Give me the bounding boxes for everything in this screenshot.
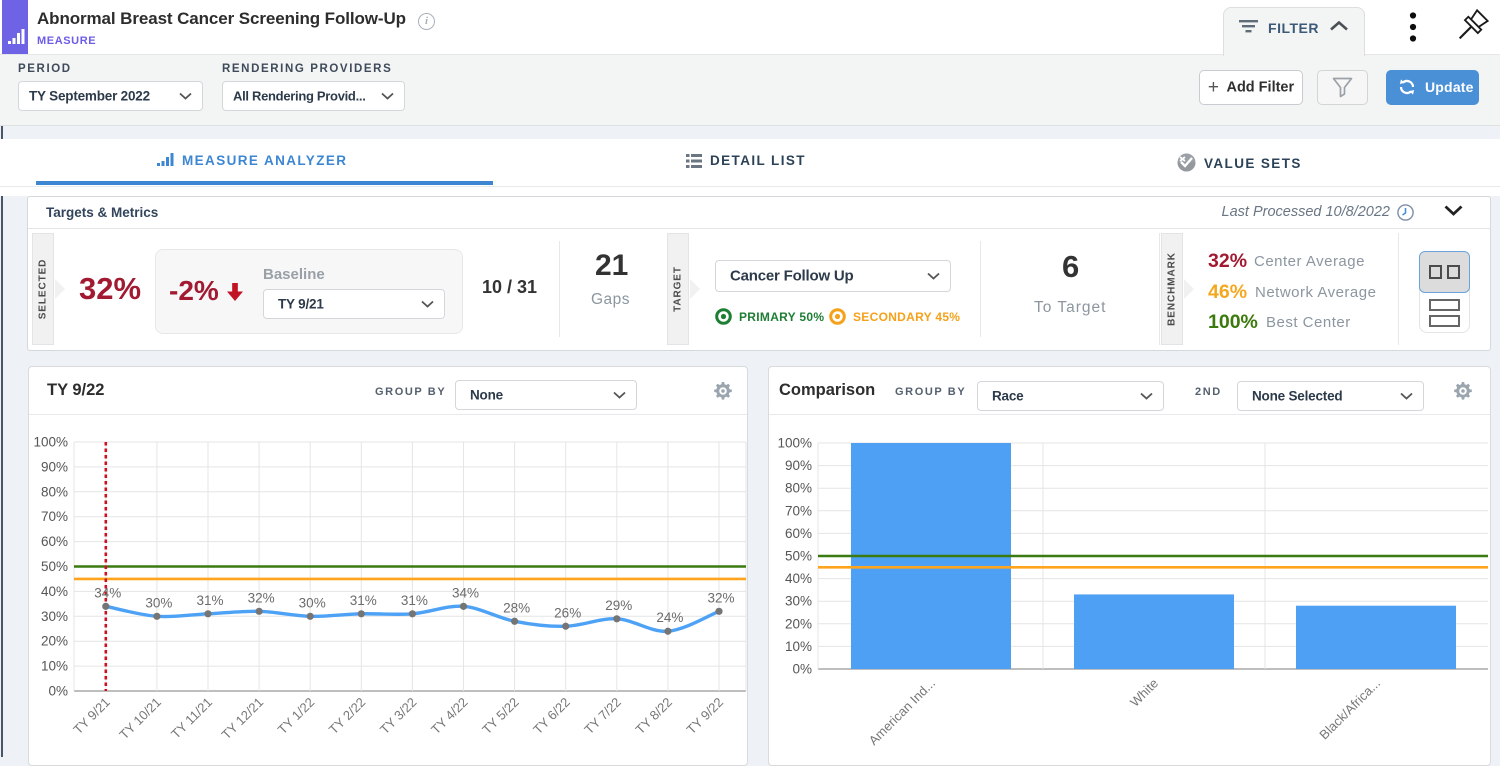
svg-text:31%: 31% [350, 593, 377, 608]
svg-text:Black/Africa...: Black/Africa... [1316, 676, 1383, 743]
svg-text:TY 2/22: TY 2/22 [326, 695, 369, 738]
svg-text:100%: 100% [33, 435, 68, 450]
svg-text:34%: 34% [452, 585, 479, 600]
svg-text:American Ind...: American Ind... [866, 676, 938, 748]
svg-text:TY 11/21: TY 11/21 [168, 695, 215, 742]
svg-text:70%: 70% [41, 509, 68, 524]
svg-text:30%: 30% [299, 595, 326, 610]
svg-text:70%: 70% [785, 503, 812, 518]
svg-text:90%: 90% [785, 458, 812, 473]
svg-text:90%: 90% [41, 459, 68, 474]
svg-text:10%: 10% [785, 639, 812, 654]
svg-text:TY 9/22: TY 9/22 [683, 695, 726, 738]
svg-text:TY 10/21: TY 10/21 [116, 695, 164, 743]
svg-text:30%: 30% [785, 594, 812, 609]
svg-text:80%: 80% [41, 484, 68, 499]
svg-text:60%: 60% [41, 534, 68, 549]
svg-text:28%: 28% [503, 600, 530, 615]
svg-text:TY 4/22: TY 4/22 [428, 695, 471, 738]
svg-text:26%: 26% [554, 605, 581, 620]
svg-text:0%: 0% [792, 662, 812, 677]
svg-text:20%: 20% [785, 616, 812, 631]
svg-text:34%: 34% [94, 585, 121, 600]
svg-text:50%: 50% [41, 559, 68, 574]
svg-text:White: White [1127, 676, 1161, 710]
svg-text:TY 5/22: TY 5/22 [479, 695, 522, 738]
svg-text:TY 12/21: TY 12/21 [218, 695, 266, 743]
svg-text:60%: 60% [785, 526, 812, 541]
svg-text:TY 9/21: TY 9/21 [70, 695, 113, 738]
svg-text:40%: 40% [41, 584, 68, 599]
svg-text:10%: 10% [41, 659, 68, 674]
svg-text:80%: 80% [785, 481, 812, 496]
svg-text:31%: 31% [196, 593, 223, 608]
svg-text:32%: 32% [707, 590, 734, 605]
svg-text:32%: 32% [248, 590, 275, 605]
svg-text:TY 1/22: TY 1/22 [275, 695, 318, 738]
svg-text:40%: 40% [785, 571, 812, 586]
svg-text:31%: 31% [401, 593, 428, 608]
svg-text:20%: 20% [41, 634, 68, 649]
svg-text:TY 8/22: TY 8/22 [632, 695, 675, 738]
svg-text:TY 7/22: TY 7/22 [581, 695, 624, 738]
svg-text:100%: 100% [777, 436, 812, 451]
svg-text:50%: 50% [785, 549, 812, 564]
svg-text:24%: 24% [656, 610, 683, 625]
svg-text:0%: 0% [48, 684, 68, 699]
svg-text:29%: 29% [605, 598, 632, 613]
svg-text:30%: 30% [41, 609, 68, 624]
svg-text:TY 3/22: TY 3/22 [377, 695, 420, 738]
svg-text:30%: 30% [145, 595, 172, 610]
svg-text:TY 6/22: TY 6/22 [530, 695, 573, 738]
